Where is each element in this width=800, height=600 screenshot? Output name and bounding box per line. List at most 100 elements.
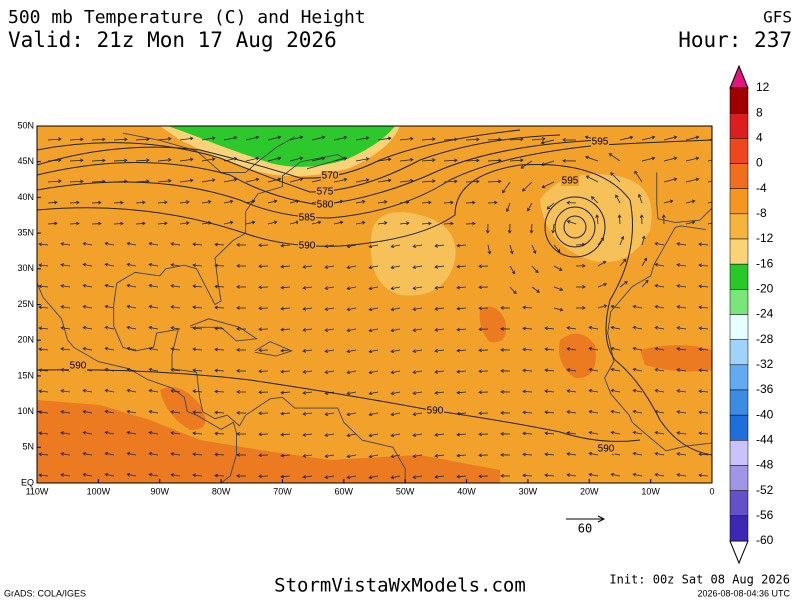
wind-arrow — [60, 452, 71, 456]
contour-label-bg — [561, 176, 579, 186]
wind-arrow — [399, 221, 410, 226]
wind-arrow — [82, 409, 93, 414]
wind-arrow — [170, 347, 181, 351]
wind-arrow — [302, 286, 313, 290]
contour-label-bg — [597, 444, 615, 454]
wind-arrow — [368, 412, 379, 417]
wind-arrow — [170, 473, 181, 477]
wind-arrow — [258, 348, 269, 353]
color-box — [729, 465, 749, 491]
lat-label: 45N — [17, 156, 34, 166]
wind-arrow — [531, 244, 537, 255]
wind-arrow — [267, 156, 282, 162]
wind-arrow — [192, 305, 203, 310]
color-box — [729, 414, 749, 441]
color-bar-label: -52 — [756, 483, 774, 497]
lon-label: 60W — [335, 486, 354, 496]
wind-arrow — [346, 433, 357, 438]
wind-arrow — [527, 202, 533, 212]
wind-arrow — [38, 452, 49, 457]
wind-arrow — [478, 453, 489, 458]
wind-arrow — [245, 177, 260, 183]
wind-arrow — [223, 199, 234, 204]
wind-arrow — [676, 452, 687, 456]
wind-arrow — [434, 286, 445, 290]
wind-arrow — [148, 262, 159, 267]
wind-arrow — [38, 473, 49, 478]
wind-arrow — [546, 202, 555, 210]
wind-arrow — [60, 305, 71, 309]
wind-arrow — [377, 200, 388, 204]
wind-arrow — [465, 137, 480, 142]
wind-arrow — [236, 432, 247, 436]
lon-label: 100W — [87, 486, 111, 496]
wind-arrow — [377, 136, 392, 141]
color-box — [729, 364, 749, 391]
wind-arrow — [355, 157, 370, 162]
wind-arrow — [505, 202, 511, 213]
wind-arrow — [368, 370, 379, 375]
wind-arrow — [399, 136, 414, 141]
wind-arrow — [619, 235, 625, 246]
contour-label: 585 — [299, 213, 316, 224]
wind-arrow — [236, 369, 247, 373]
wind-arrow — [236, 474, 247, 478]
color-bar-label: -4 — [756, 181, 767, 195]
wind-arrow — [179, 221, 190, 225]
wind-arrow — [69, 221, 80, 226]
wind-arrow — [478, 285, 489, 290]
wind-arrow — [113, 221, 124, 226]
contour-line — [37, 134, 561, 193]
color-box — [729, 289, 749, 315]
contour-label-bg — [298, 241, 316, 251]
wind-arrow — [201, 157, 216, 162]
wind-arrow — [456, 369, 467, 374]
wind-arrow — [69, 179, 84, 184]
wind-arrow — [676, 473, 687, 477]
wind-arrow — [632, 451, 643, 456]
wind-arrow — [280, 327, 291, 332]
wind-arrow — [236, 453, 247, 457]
wind-arrow — [487, 200, 498, 205]
wind-arrow — [179, 136, 194, 141]
wind-arrow — [698, 242, 709, 247]
wind-arrow — [324, 412, 335, 416]
wind-arrow — [522, 410, 533, 415]
wind-arrow — [113, 200, 124, 205]
wind-arrow — [236, 327, 247, 331]
wind-arrow — [113, 158, 128, 163]
wind-arrow — [82, 325, 93, 330]
wind-arrow — [619, 281, 628, 288]
wind-arrow — [126, 241, 137, 246]
wind-arrow — [412, 328, 423, 332]
wind-arrow — [368, 286, 379, 291]
wind-arrow — [588, 325, 599, 330]
wind-arrow — [487, 244, 492, 255]
wind-arrow — [192, 347, 203, 352]
wind-arrow — [60, 284, 71, 288]
wind-arrow — [126, 430, 137, 435]
wind-arrow — [280, 243, 291, 248]
wind-arrow — [47, 137, 62, 142]
wind-arrow — [390, 475, 401, 480]
wind-arrow — [324, 286, 335, 290]
wind-arrow — [654, 325, 665, 330]
wind-arrow — [192, 284, 203, 289]
wind-arrow — [333, 177, 348, 183]
wind-arrow — [478, 369, 489, 374]
wind-arrow — [575, 306, 586, 310]
wind-arrow — [258, 453, 269, 458]
wind-arrow — [258, 327, 269, 332]
wind-arrow — [617, 214, 622, 225]
wind-arrow — [588, 409, 599, 414]
wind-arrow — [258, 369, 269, 374]
wind-arrow — [632, 409, 643, 414]
coastline — [604, 225, 712, 452]
wind-arrow — [236, 306, 247, 310]
wind-arrow — [632, 346, 643, 351]
wind-arrow — [597, 304, 608, 309]
wind-arrow — [676, 389, 687, 393]
contour-label: 595 — [592, 137, 609, 148]
wind-arrow — [60, 242, 71, 246]
lat-label: 15N — [17, 370, 34, 380]
